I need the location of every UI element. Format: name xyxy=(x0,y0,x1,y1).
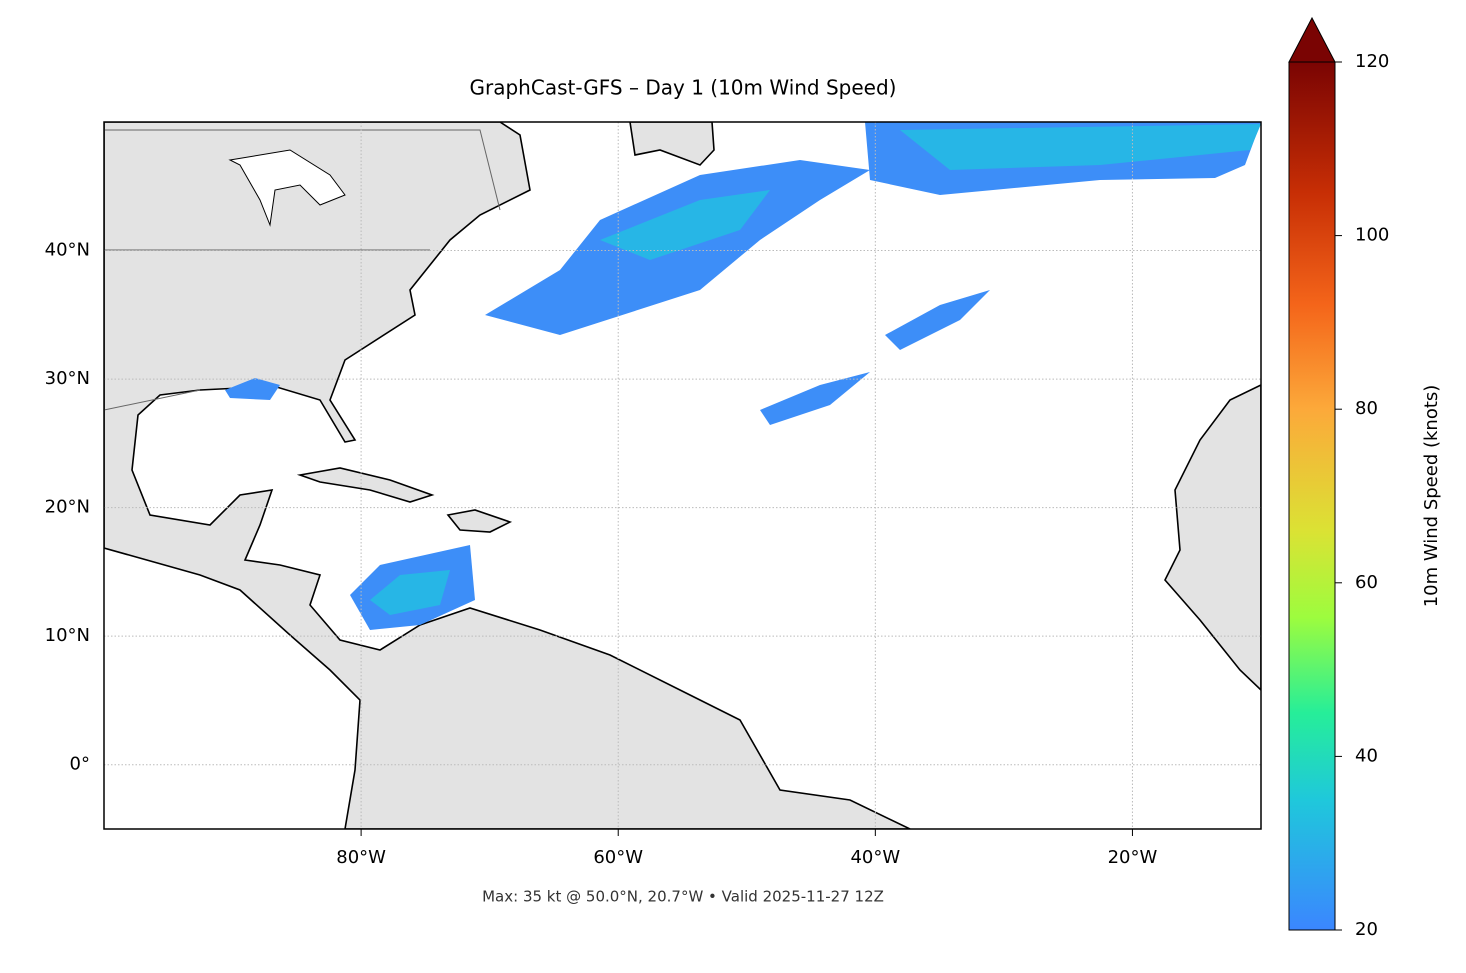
colorbar-tick-label: 120 xyxy=(1355,51,1389,72)
colorbar-tick-label: 100 xyxy=(1355,225,1389,246)
x-tick-label: 60°W xyxy=(593,847,643,868)
americas xyxy=(104,122,911,829)
y-tick-label: 0° xyxy=(70,754,90,775)
colorbar-tick-label: 20 xyxy=(1355,919,1378,940)
wind-region xyxy=(600,190,770,260)
y-tick-label: 10°N xyxy=(45,625,90,646)
footer-note: Max: 35 kt @ 50.0°N, 20.7°W • Valid 2025… xyxy=(482,888,884,906)
x-tick-label: 20°W xyxy=(1108,847,1158,868)
newfoundland xyxy=(629,122,715,166)
y-tick-label: 40°N xyxy=(45,240,90,261)
colorbar-tick-label: 40 xyxy=(1355,745,1378,766)
wind-region xyxy=(900,124,1261,170)
y-tick-label: 20°N xyxy=(45,497,90,518)
colorbar-label: 10m Wind Speed (knots) xyxy=(1421,385,1442,608)
wind-region xyxy=(760,372,870,425)
map-frame xyxy=(103,121,1262,830)
wind-region xyxy=(885,290,990,350)
chart-title: GraphCast-GFS – Day 1 (10m Wind Speed) xyxy=(470,76,897,100)
wind-region xyxy=(225,378,280,400)
us-border xyxy=(104,129,501,211)
wind-region xyxy=(370,570,450,615)
great-lakes xyxy=(228,149,346,227)
mexico-border xyxy=(104,389,201,411)
colorbar-extend xyxy=(1288,16,1336,63)
cuba xyxy=(296,467,435,503)
grid xyxy=(104,122,1261,829)
x-tick-label: 40°W xyxy=(850,847,900,868)
colorbar-tick-label: 60 xyxy=(1355,572,1378,593)
map xyxy=(104,122,1261,829)
y-tick-label: 30°N xyxy=(45,368,90,389)
colorbar xyxy=(1288,61,1336,931)
colorbar-tick-label: 80 xyxy=(1355,398,1378,419)
hispaniola xyxy=(446,509,513,533)
x-tick-label: 80°W xyxy=(336,847,386,868)
africa xyxy=(1164,384,1261,692)
